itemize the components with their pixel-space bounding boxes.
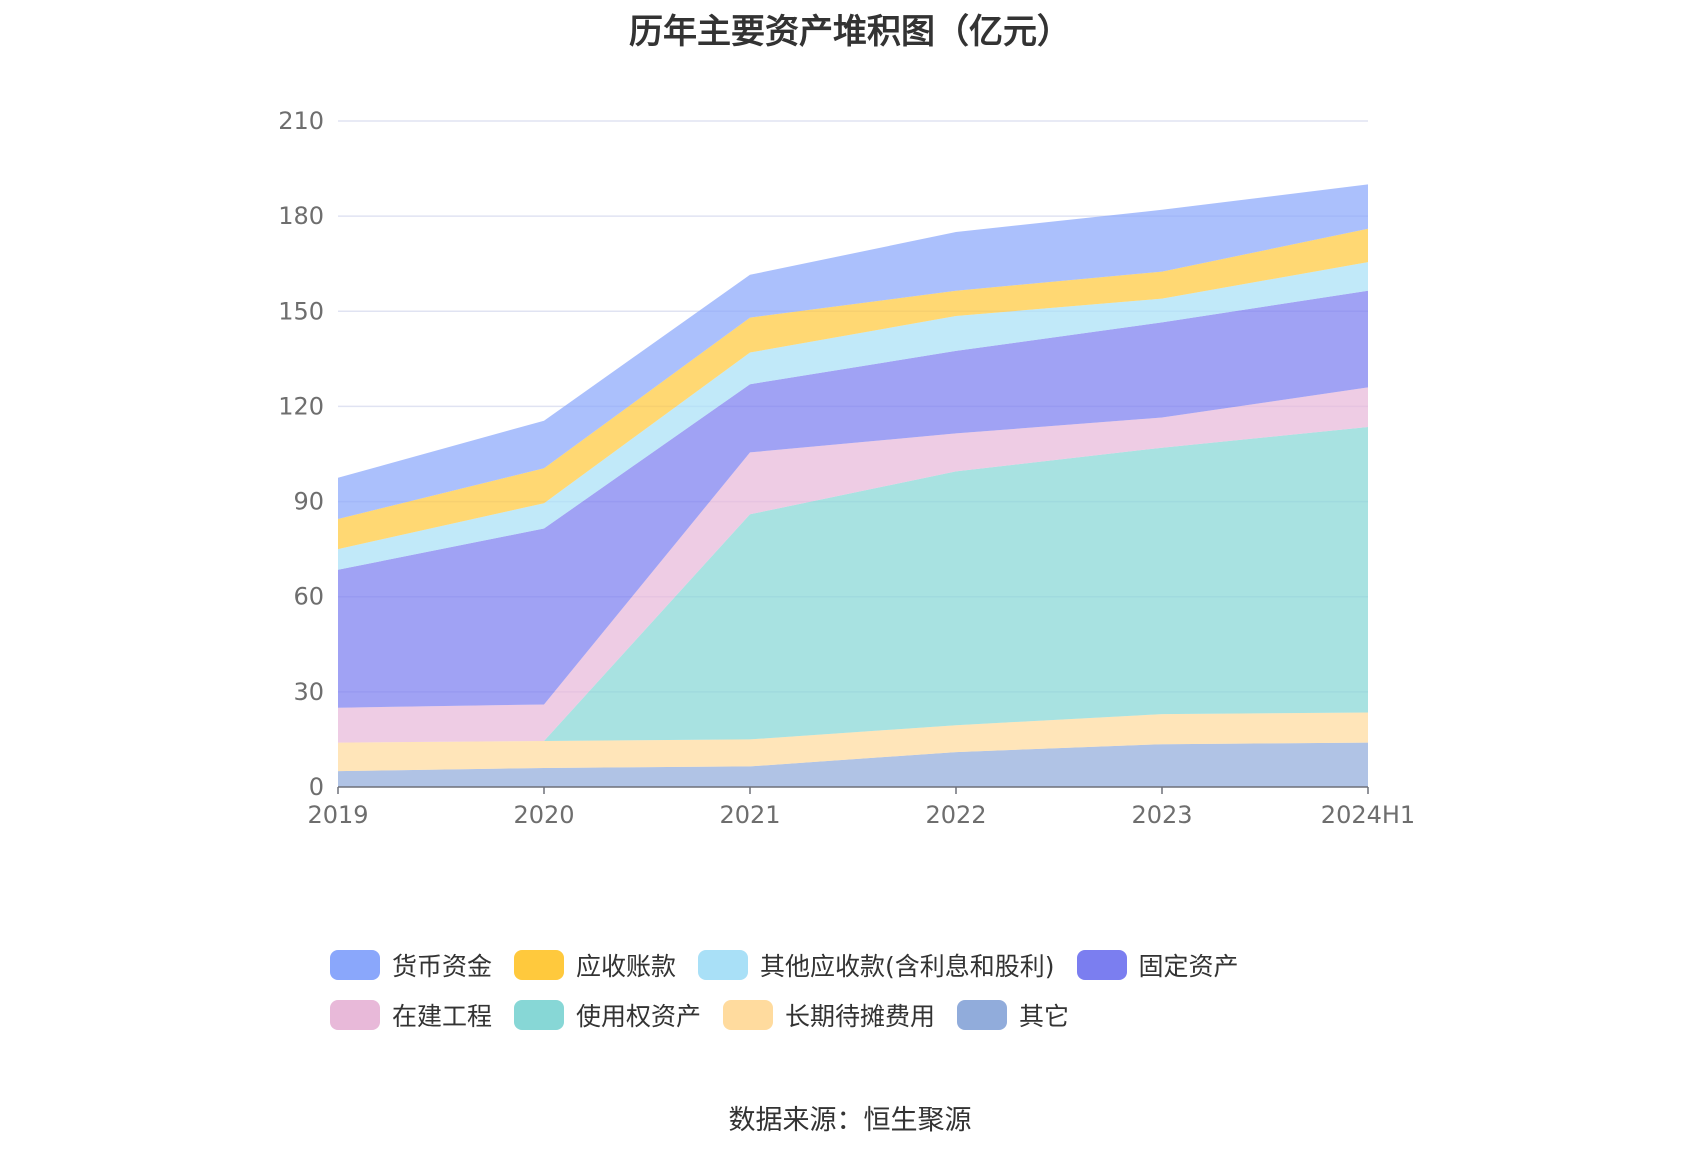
legend-label: 应收账款 [576,952,677,981]
area-series-3[interactable] [338,387,1368,743]
legend-swatch [957,1000,1008,1030]
legend-label: 长期待摊费用 [785,1002,936,1031]
data-source-note: 数据来源：恒生聚源 [728,1105,972,1136]
chart-title: 历年主要资产堆积图（亿元） [629,12,1071,52]
legend-item[interactable]: 其他应收款(含利息和股利) [698,950,1055,981]
legend-item[interactable]: 其它 [957,1000,1070,1031]
area-series-6[interactable] [338,228,1368,550]
legend: 货币资金 应收账款 其他应收款(含利息和股利) 固定资产在建工程 使用权资产 长期待摊费用… [330,950,1410,1031]
y-tick-label: 0 [309,773,324,801]
legend-swatch [698,950,749,980]
legend-swatch [1076,950,1127,980]
y-tick-label: 120 [278,392,324,420]
x-tick-label: 2019 [307,801,368,829]
legend-swatch [330,950,380,980]
y-tick-label: 150 [278,297,324,325]
legend-swatch [723,1000,774,1030]
legend-item[interactable]: 固定资产 [1076,950,1239,981]
y-tick-label: 90 [293,488,324,516]
x-tick-label: 2024H1 [1321,801,1415,829]
y-tick-label: 30 [293,678,324,706]
legend-label: 货币资金 [392,952,493,981]
legend-item[interactable]: 应收账款 [514,950,677,981]
legend-item[interactable]: 在建工程 [330,1000,493,1031]
legend-label: 在建工程 [392,1002,493,1031]
axes: 0 30 60 90 120 150 180 210 2019 2020 2021 2022 2023 2… [278,107,1415,829]
x-tick-label: 2022 [925,801,986,829]
legend-swatch [330,1000,380,1030]
area-series-5[interactable] [338,262,1368,570]
legend-item[interactable]: 货币资金 [330,950,493,981]
legend-label: 其它 [1019,1002,1070,1031]
legend-label: 使用权资产 [576,1002,702,1031]
area-series-4[interactable] [338,290,1368,708]
legend-label: 固定资产 [1138,952,1239,981]
area-series-2[interactable] [338,427,1368,743]
legend-swatch [514,950,565,980]
area-series-7[interactable] [338,184,1368,519]
y-tick-label: 210 [278,107,324,135]
area-series-layer [338,184,1368,787]
legend-item[interactable]: 使用权资产 [514,1000,702,1031]
x-tick-label: 2023 [1131,801,1192,829]
y-tick-label: 180 [278,202,324,230]
y-tick-label: 60 [293,583,324,611]
legend-swatch [514,1000,565,1030]
legend-item[interactable]: 长期待摊费用 [723,1000,936,1031]
area-series-0[interactable] [338,742,1368,787]
area-series-1[interactable] [338,712,1368,772]
legend-label: 其他应收款(含利息和股利) [760,952,1055,981]
x-tick-label: 2020 [513,801,574,829]
x-tick-label: 2021 [719,801,780,829]
